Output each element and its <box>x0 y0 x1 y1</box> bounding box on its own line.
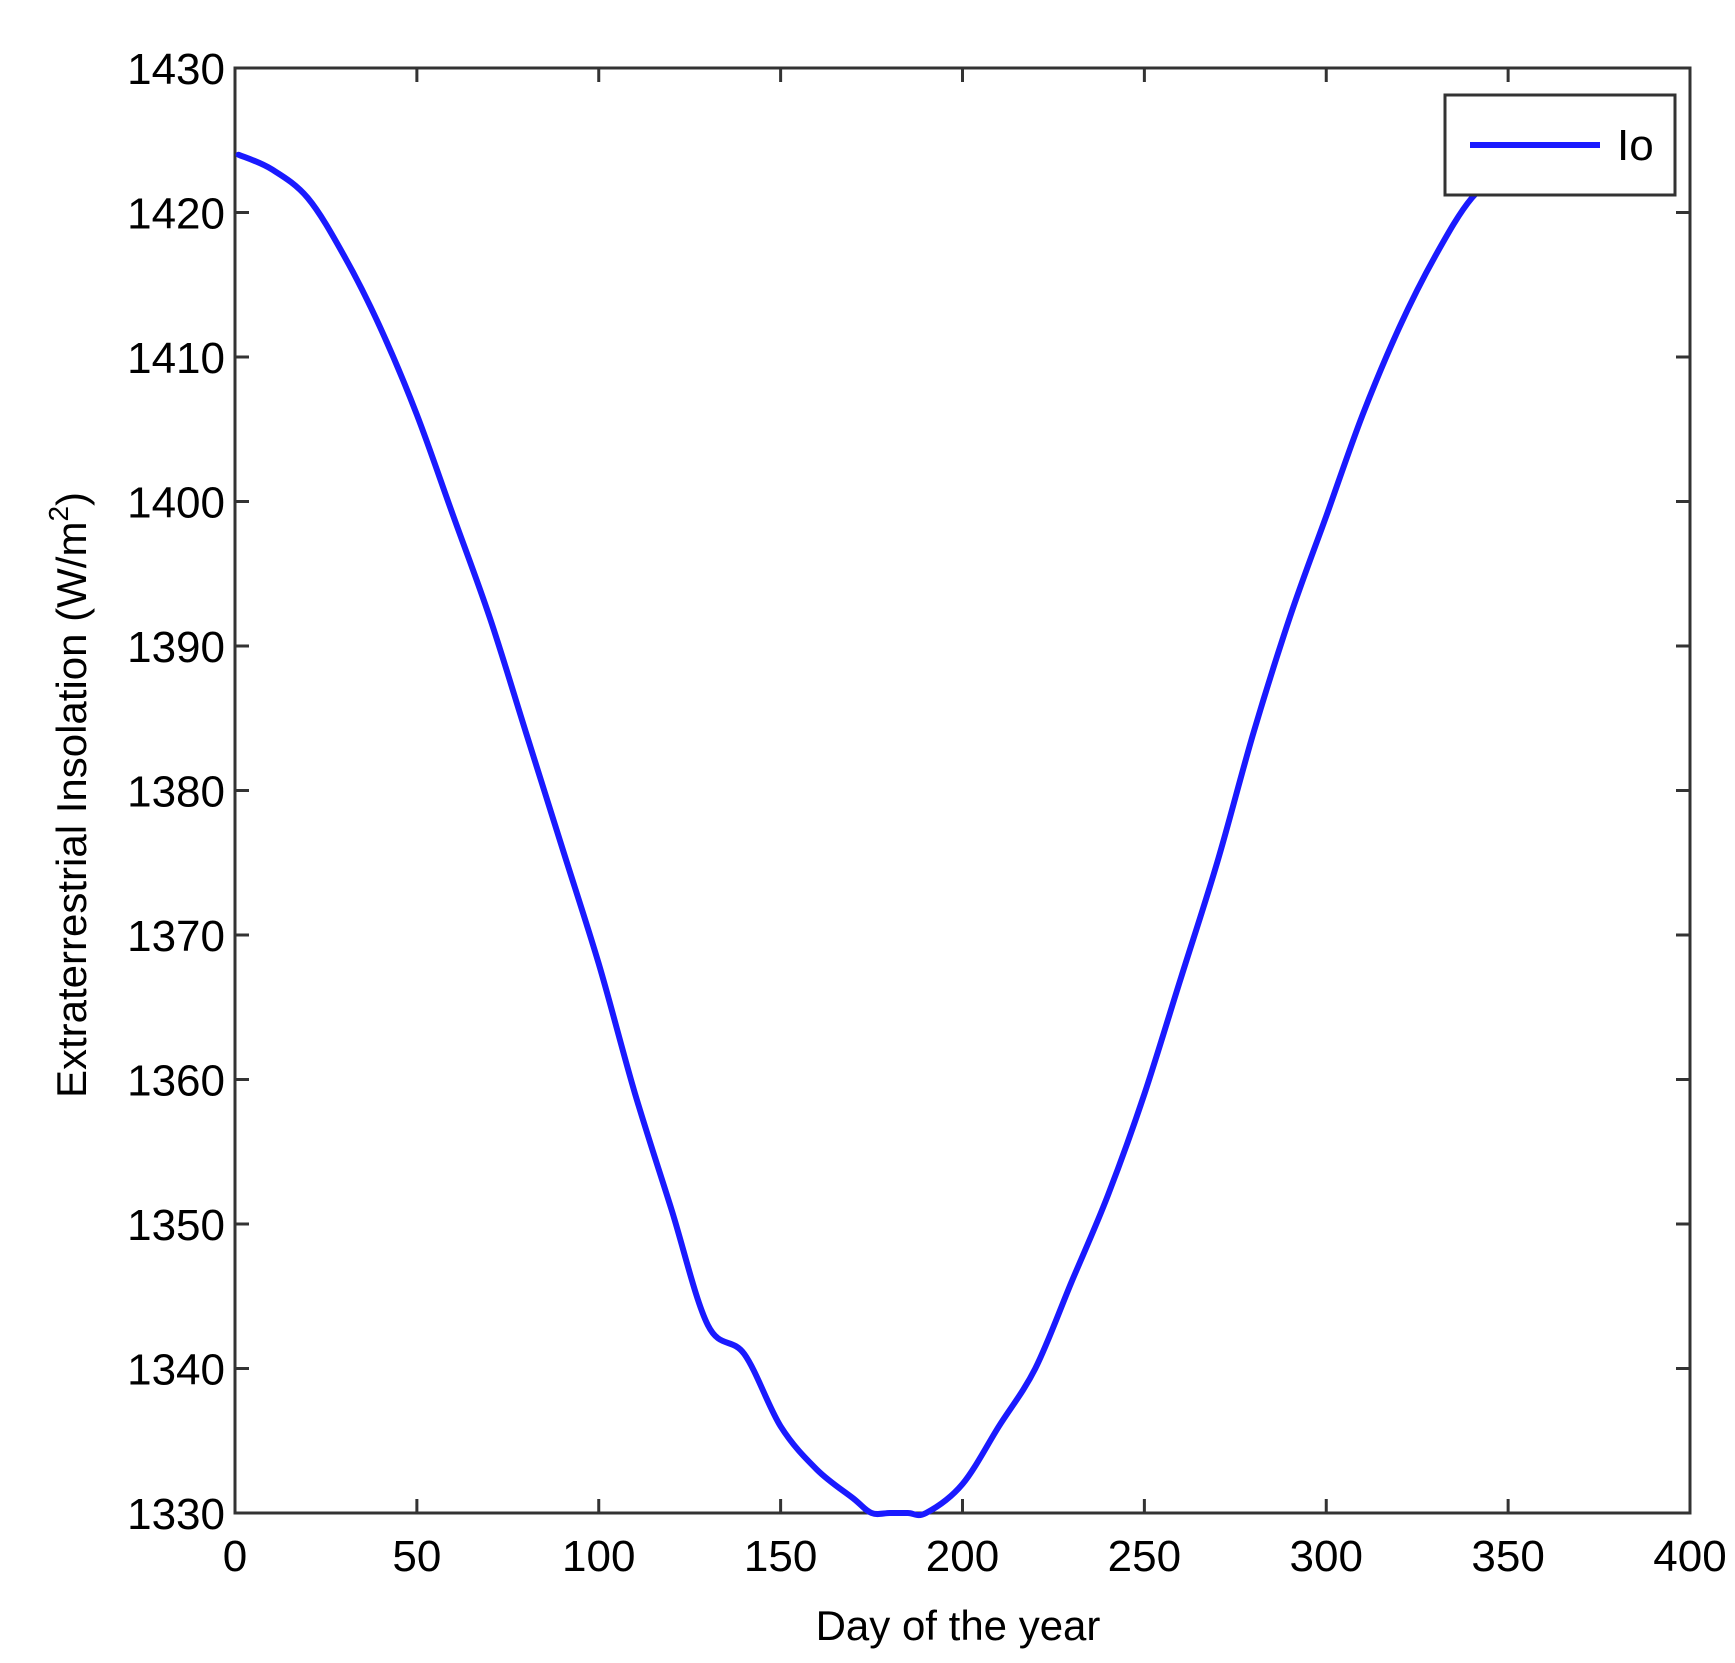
y-tick-label: 1420 <box>127 190 225 239</box>
y-tick-label: 1370 <box>127 912 225 961</box>
legend: Io <box>1443 93 1677 197</box>
y-tick-label: 1350 <box>127 1201 225 1250</box>
y-tick-label: 1390 <box>127 623 225 672</box>
legend-label: Io <box>1617 121 1654 170</box>
x-tick-label: 300 <box>1290 1532 1363 1581</box>
x-tick-label: 250 <box>1108 1532 1181 1581</box>
x-tick-label: 0 <box>223 1532 247 1581</box>
y-tick-label: 1410 <box>127 334 225 383</box>
y-tick-label: 1330 <box>127 1490 225 1539</box>
y-axis-title-close: ) <box>48 492 95 506</box>
y-axis-title-main: Extraterrestrial Insolation (W/m <box>48 522 95 1098</box>
ticks <box>233 66 1692 1515</box>
x-tick-label: 200 <box>926 1532 999 1581</box>
y-tick-label: 1360 <box>127 1057 225 1106</box>
x-tick-label: 150 <box>744 1532 817 1581</box>
y-axis-title: Extraterrestrial Insolation (W/m2) <box>43 492 95 1098</box>
y-tick-label: 1400 <box>127 479 225 528</box>
x-axis-title: Day of the year <box>816 1602 1101 1649</box>
y-axis-title-superscript: 2 <box>43 506 74 522</box>
plot-area <box>233 66 1692 1515</box>
series-line-io <box>235 150 1566 1519</box>
y-tick-label: 1380 <box>127 768 225 817</box>
tick-labels: 0 50 100 150 200 250 300 350 400 1330 1340 1350 1360… <box>127 45 1727 1581</box>
x-tick-label: 50 <box>392 1532 441 1581</box>
y-tick-label: 1340 <box>127 1346 225 1395</box>
x-tick-label: 400 <box>1653 1532 1726 1581</box>
x-tick-label: 350 <box>1471 1532 1544 1581</box>
x-tick-label: 100 <box>562 1532 635 1581</box>
y-tick-label: 1430 <box>127 45 225 94</box>
